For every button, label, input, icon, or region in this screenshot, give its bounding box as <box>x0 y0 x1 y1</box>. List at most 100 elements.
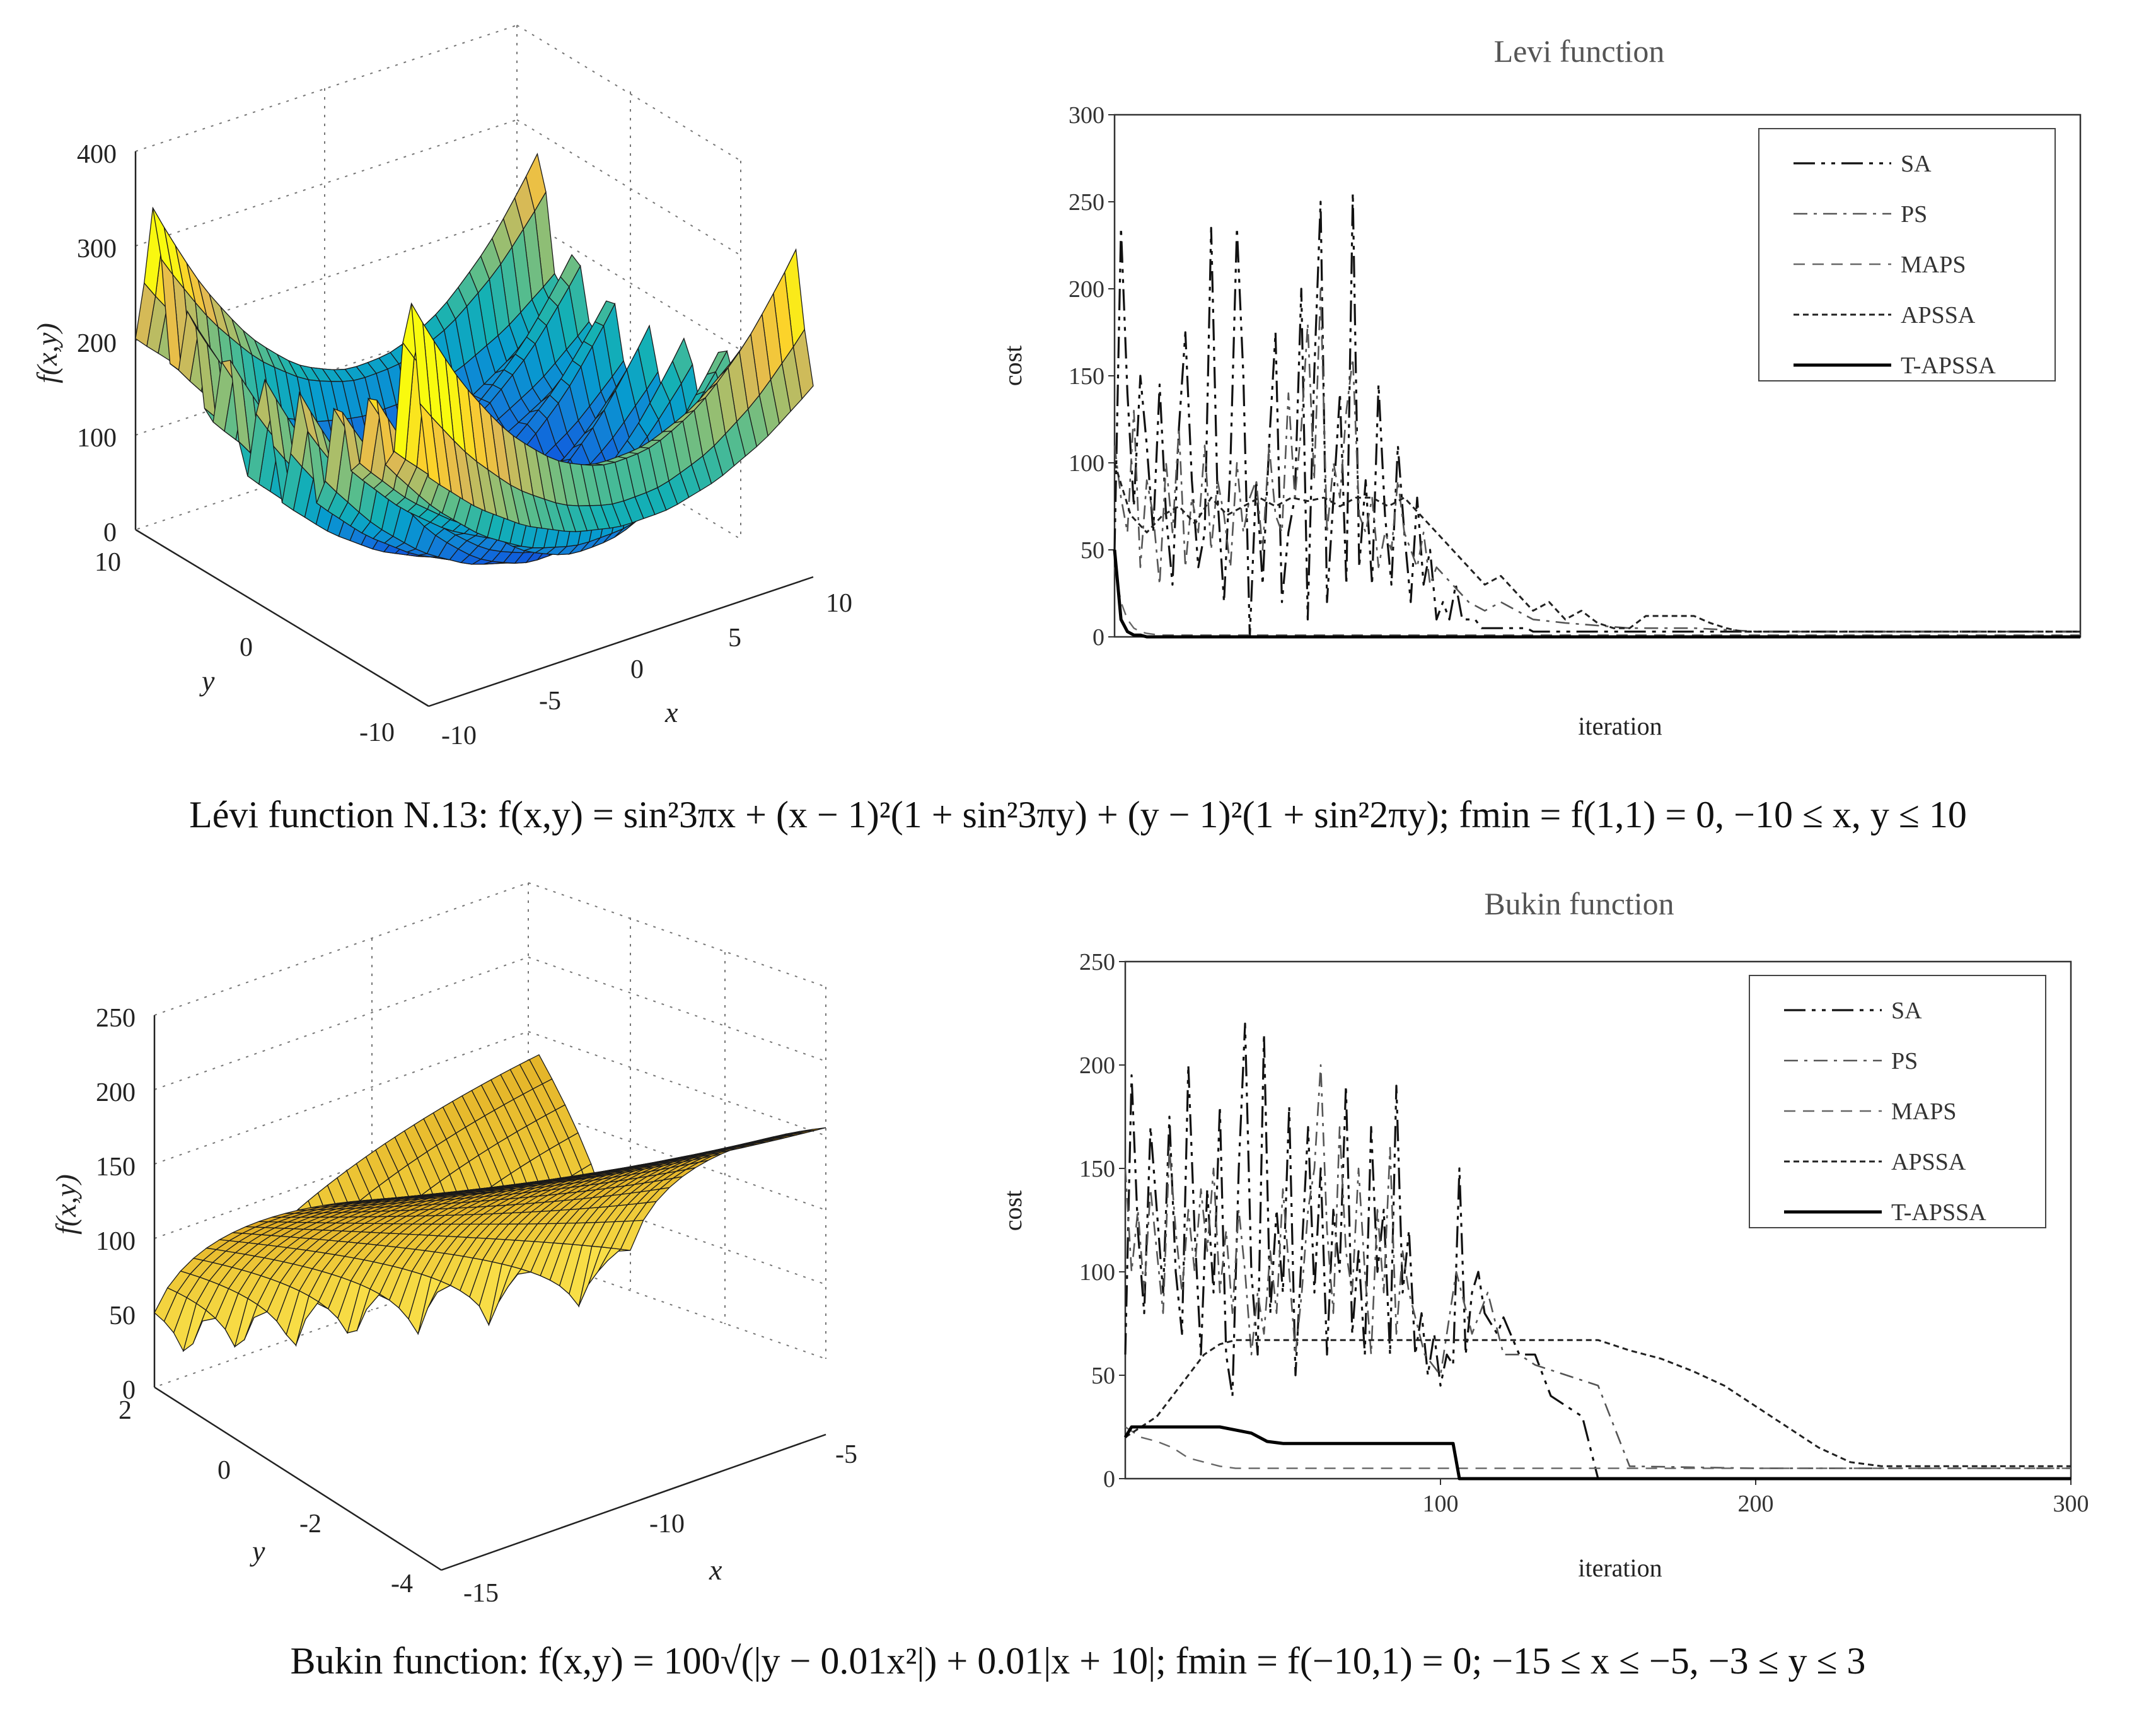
z-tick-label: 400 <box>77 140 117 169</box>
legend-label: MAPS <box>1901 252 1966 278</box>
y-tick-label: 0 <box>1092 624 1104 651</box>
series-line-maps <box>1113 567 2080 636</box>
levi-convergence-chart: Levi function cost iteration 0 50 100 150 20… <box>999 33 2082 740</box>
legend-label: T-APSSA <box>1901 352 1996 379</box>
z-tick-label: 250 <box>96 1004 136 1033</box>
x-tick-label: 200 <box>1738 1491 1774 1517</box>
bukin-surface-mesh <box>154 1054 826 1353</box>
y-tick-label: 250 <box>1079 949 1115 975</box>
z-tick-label: 100 <box>77 424 117 453</box>
y-tick-label: 200 <box>1069 276 1104 303</box>
levi-y-ticks: 10 0 -10 <box>95 548 395 747</box>
z-tick-label: 100 <box>96 1227 136 1256</box>
bukin-surface-axes <box>153 1015 826 1571</box>
x-tick-label: -5 <box>835 1440 857 1469</box>
chart-title: Levi function <box>1494 33 1665 69</box>
legend-label: PS <box>1901 201 1927 228</box>
y-tick-label: 0 <box>1103 1466 1115 1493</box>
y-tick-label: 50 <box>1091 1363 1115 1389</box>
z-tick-label: 200 <box>96 1078 136 1107</box>
x-tick-label: 10 <box>826 589 852 618</box>
chart-legend: SA PS MAPS APSSA T-APSSA <box>1758 128 2056 381</box>
x-axis-label: iteration <box>1578 1554 1662 1582</box>
y-tick-label: 2 <box>119 1396 132 1425</box>
levi-surface-axes <box>134 151 814 707</box>
series-line-apssa <box>1125 1339 2071 1467</box>
z-tick-label: 300 <box>77 235 117 264</box>
y-tick-label: 50 <box>1081 537 1104 564</box>
legend-label: T-APSSA <box>1891 1199 1986 1226</box>
series-line-ps <box>1124 1064 2071 1469</box>
y-tick-label: 100 <box>1069 450 1104 477</box>
y-tick-label: -4 <box>391 1569 413 1598</box>
series-line-t-apssa <box>1123 1425 2071 1481</box>
y-tick-label: 150 <box>1069 363 1104 390</box>
x-tick-label: -10 <box>649 1510 685 1539</box>
z-tick-label: 0 <box>122 1376 136 1405</box>
levi-x-axis-label: x <box>664 696 678 728</box>
y-tick-label: -2 <box>299 1510 322 1539</box>
legend-label: SA <box>1901 151 1932 177</box>
legend-label: SA <box>1891 998 1922 1024</box>
surface-facet <box>428 1196 451 1199</box>
y-axis-label: cost <box>999 1190 1027 1231</box>
surface-facet <box>419 402 441 486</box>
x-axis-label: iteration <box>1578 712 1662 740</box>
legend-label: APSSA <box>1901 302 1976 329</box>
legend-box <box>1749 975 2046 1228</box>
y-tick-label: 10 <box>95 548 121 577</box>
x-tick-label: 100 <box>1423 1491 1459 1517</box>
series-line-apssa <box>1113 462 2080 633</box>
y-tick-label: 0 <box>240 633 253 662</box>
legend-box <box>1758 128 2056 381</box>
y-tick-labels: 0 50 100 150 200 250 300 <box>1069 102 1115 651</box>
z-tick-label: 200 <box>77 329 117 358</box>
series-line-maps <box>1125 1426 2071 1469</box>
levi-z-ticks: 0 100 200 300 400 <box>77 140 117 547</box>
z-tick-label: 0 <box>103 518 117 547</box>
bukin-z-ticks: 0 50 100 150 200 250 <box>96 1004 136 1405</box>
bukin-y-ticks: 2 0 -2 -4 <box>119 1396 413 1598</box>
x-tick-label: 0 <box>630 655 644 684</box>
bukin-x-axis-label: x <box>709 1554 722 1586</box>
series-line-ps <box>1113 288 2080 632</box>
bukin-z-axis-label: f(x,y) <box>50 1174 82 1235</box>
x-tick-label: -5 <box>539 687 561 716</box>
legend-label: MAPS <box>1891 1098 1957 1125</box>
y-tick-label: -10 <box>359 718 395 747</box>
z-tick-label: 150 <box>96 1153 136 1182</box>
series-line-sa <box>1124 1022 2071 1480</box>
bukin-x-ticks: -15 -10 -5 <box>463 1440 857 1608</box>
levi-x-ticks: -10 -5 0 5 10 <box>441 589 852 750</box>
levi-caption: Lévi function N.13: f(x,y) = sin²3πx + (… <box>189 794 1967 835</box>
bukin-convergence-chart: Bukin function cost iteration 0 50 100 150 2… <box>999 886 2089 1582</box>
y-tick-label: 250 <box>1069 189 1104 216</box>
x-tick-label: 300 <box>2053 1491 2089 1517</box>
x-tick-label: 5 <box>728 624 741 653</box>
bukin-caption: Bukin function: f(x,y) = 100√(|y − 0.01x… <box>290 1640 1866 1682</box>
x-tick-label: -15 <box>463 1579 499 1608</box>
y-tick-label: 150 <box>1079 1156 1115 1182</box>
bukin-surface-plot: 0 50 100 150 200 250 f(x,y) 2 0 -2 -4 y … <box>50 882 857 1608</box>
legend-label: PS <box>1891 1048 1918 1074</box>
y-tick-label: 200 <box>1079 1052 1115 1079</box>
y-axis-label: cost <box>999 346 1027 386</box>
y-tick-labels: 0 50 100 150 200 250 <box>1079 949 1125 1493</box>
y-tick-label: 100 <box>1079 1259 1115 1286</box>
levi-surface-mesh <box>135 153 814 565</box>
y-tick-label: 300 <box>1069 102 1104 129</box>
legend-label: APSSA <box>1891 1149 1966 1175</box>
x-tick-labels: 100 200 300 <box>1423 1479 2089 1517</box>
chart-title: Bukin function <box>1484 886 1674 921</box>
levi-surface-box <box>135 25 741 540</box>
levi-y-axis-label: y <box>199 665 215 697</box>
bukin-y-axis-label: y <box>250 1535 265 1567</box>
y-tick-label: 0 <box>217 1456 231 1485</box>
x-tick-label: -10 <box>441 721 477 750</box>
chart-legend: SA PS MAPS APSSA T-APSSA <box>1749 975 2046 1228</box>
levi-surface-plot: 0 100 200 300 400 f(x,y) 10 0 -10 y -10 … <box>31 25 852 750</box>
series-line-t-apssa <box>1113 549 2080 639</box>
levi-z-axis-label: f(x,y) <box>31 323 63 383</box>
series-line-sa <box>1113 192 2080 638</box>
